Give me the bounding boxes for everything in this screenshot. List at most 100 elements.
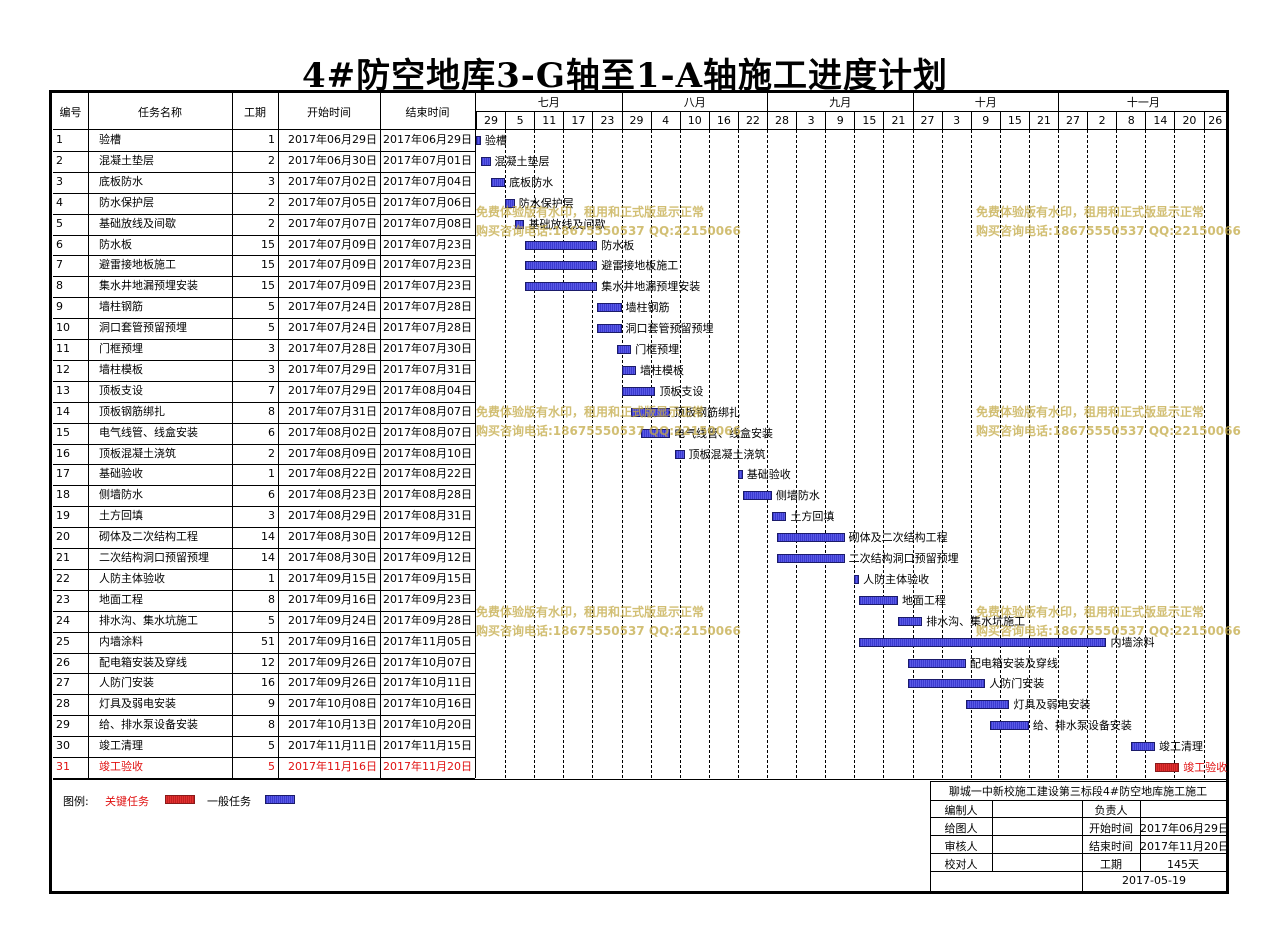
- table-row-line: [53, 527, 475, 529]
- day-tick: 29: [476, 111, 505, 130]
- task-bar-label: 给、排水泵设备安装: [1032, 719, 1132, 733]
- info-end-label: 结束时间: [1089, 840, 1133, 853]
- info-date: 2017-05-19: [1122, 874, 1186, 887]
- task-bar: [776, 554, 845, 563]
- table-row-line: [53, 757, 475, 758]
- day-tick: 11: [534, 111, 563, 130]
- task-bar: [742, 491, 772, 501]
- table-row-line: [53, 213, 475, 215]
- task-start: 2017年09月15日: [288, 571, 377, 585]
- task-start: 2017年08月02日: [288, 425, 377, 439]
- task-id: 4: [56, 195, 63, 209]
- task-bar-label: 底板防水: [509, 175, 554, 189]
- grid-line: [737, 130, 739, 778]
- task-start: 2017年09月24日: [288, 613, 377, 627]
- task-id: 20: [56, 530, 70, 544]
- info-duration-value: 145天: [1167, 858, 1199, 871]
- task-end: 2017年11月05日: [383, 634, 472, 648]
- day-tick: 15: [999, 111, 1029, 130]
- task-duration: 2: [268, 446, 275, 460]
- task-bar: [490, 177, 506, 187]
- task-bar-label: 防水板: [601, 238, 635, 252]
- task-duration: 5: [268, 300, 275, 314]
- task-bar-label: 人防门安装: [989, 677, 1045, 691]
- info-line: [930, 817, 1226, 818]
- table-row-line: [53, 485, 475, 487]
- task-id: 9: [56, 300, 63, 314]
- task-name: 防水保护层: [99, 195, 154, 209]
- task-name: 砌体及二次结构工程: [99, 530, 198, 544]
- table-column-line: [88, 93, 89, 778]
- task-id: 30: [56, 739, 70, 753]
- task-name: 竣工验收: [99, 760, 143, 773]
- task-name: 配电箱安装及穿线: [99, 655, 187, 669]
- header-bottom-line: [53, 129, 1226, 130]
- task-start: 2017年08月23日: [288, 488, 377, 502]
- task-bar: [897, 616, 923, 626]
- task-start: 2017年07月09日: [288, 279, 377, 293]
- task-start: 2017年07月07日: [288, 216, 377, 230]
- task-name: 墙柱模板: [99, 362, 143, 376]
- task-end: 2017年07月08日: [383, 216, 472, 230]
- day-tick: 3: [796, 111, 825, 130]
- table-row-line: [53, 652, 475, 654]
- task-id: 28: [56, 697, 70, 711]
- task-bar: [631, 407, 670, 417]
- task-duration: 8: [268, 404, 275, 418]
- day-tick: 27: [912, 111, 942, 130]
- table-row-line: [53, 715, 475, 717]
- task-id: 21: [56, 551, 70, 564]
- table-row-line: [53, 255, 475, 257]
- info-line: [930, 853, 1226, 854]
- day-tick: 16: [708, 111, 738, 130]
- task-id: 16: [56, 446, 70, 460]
- task-end: 2017年07月04日: [383, 174, 472, 188]
- day-tick: 3: [941, 111, 971, 130]
- task-id: 17: [56, 467, 70, 481]
- table-bottom-line: [53, 779, 1226, 780]
- day-tick: 14: [1145, 111, 1174, 130]
- task-duration: 8: [268, 592, 275, 606]
- day-tick: 5: [505, 111, 534, 130]
- task-id: 23: [56, 592, 70, 606]
- task-bar: [771, 512, 787, 522]
- task-start: 2017年08月09日: [288, 446, 377, 460]
- task-name: 电气线管、线盒安装: [99, 425, 198, 439]
- task-id: 27: [56, 676, 70, 690]
- task-bar-label: 人防主体验收: [863, 572, 930, 586]
- task-name: 门框预埋: [99, 342, 143, 355]
- task-duration: 16: [261, 676, 275, 690]
- grid-line: [563, 130, 565, 778]
- task-duration: 2: [268, 153, 275, 167]
- task-end: 2017年09月28日: [383, 613, 472, 627]
- table-row-line: [53, 150, 475, 152]
- task-start: 2017年07月31日: [288, 404, 377, 418]
- table-row-line: [53, 568, 475, 570]
- task-id: 31: [56, 760, 70, 773]
- task-bar-label: 电气线管、线盒安装: [674, 426, 773, 440]
- task-end: 2017年07月23日: [383, 279, 472, 293]
- table-row-line: [53, 736, 475, 738]
- task-end: 2017年08月07日: [383, 404, 472, 418]
- table-row-line: [53, 276, 475, 278]
- task-end: 2017年07月23日: [383, 237, 472, 251]
- task-bar: [1130, 742, 1155, 752]
- task-end: 2017年07月31日: [383, 362, 472, 376]
- table-row-line: [53, 694, 475, 696]
- task-bar-label: 土方回填: [790, 510, 835, 524]
- grid-line: [1028, 130, 1030, 778]
- task-end: 2017年08月04日: [383, 383, 472, 397]
- task-start: 2017年06月29日: [288, 133, 377, 146]
- task-bar: [737, 470, 743, 480]
- task-end: 2017年06月29日: [383, 133, 472, 146]
- table-row-line: [53, 359, 475, 361]
- task-name: 人防门安装: [99, 676, 154, 690]
- task-bar: [1155, 763, 1180, 772]
- task-id: 8: [56, 279, 63, 293]
- task-bar: [616, 345, 632, 354]
- task-id: 18: [56, 488, 70, 502]
- task-start: 2017年08月30日: [288, 551, 377, 564]
- table-row-line: [53, 380, 475, 382]
- info-checker-label: 校对人: [944, 858, 978, 871]
- task-duration: 15: [261, 279, 275, 293]
